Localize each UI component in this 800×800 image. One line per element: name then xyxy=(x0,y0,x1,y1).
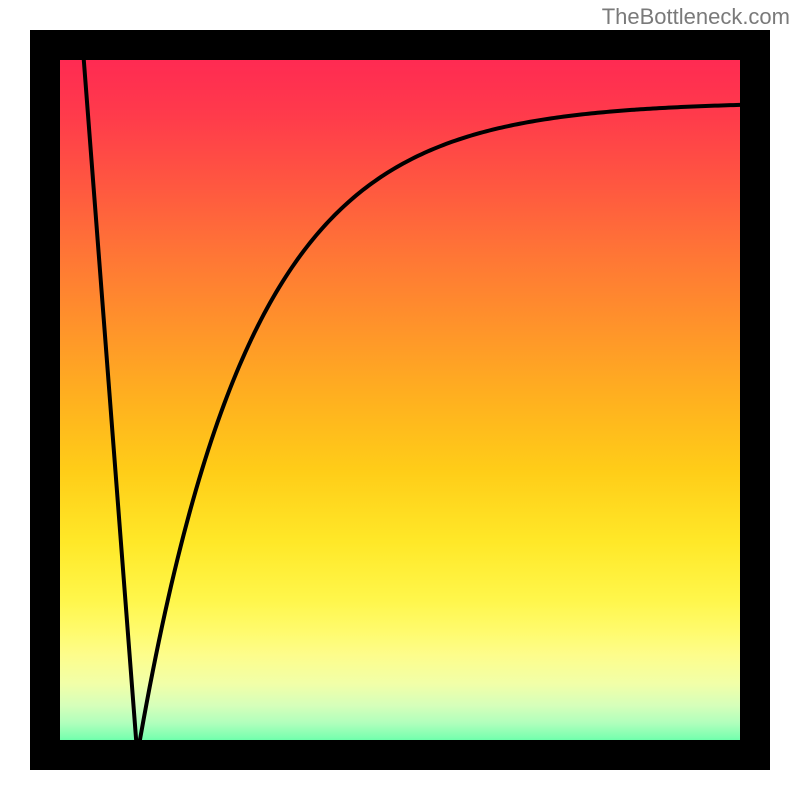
bottleneck-curve-chart xyxy=(0,0,800,800)
chart-container: TheBottleneck.com xyxy=(0,0,800,800)
gradient-background xyxy=(45,45,755,755)
watermark-text: TheBottleneck.com xyxy=(602,4,790,30)
